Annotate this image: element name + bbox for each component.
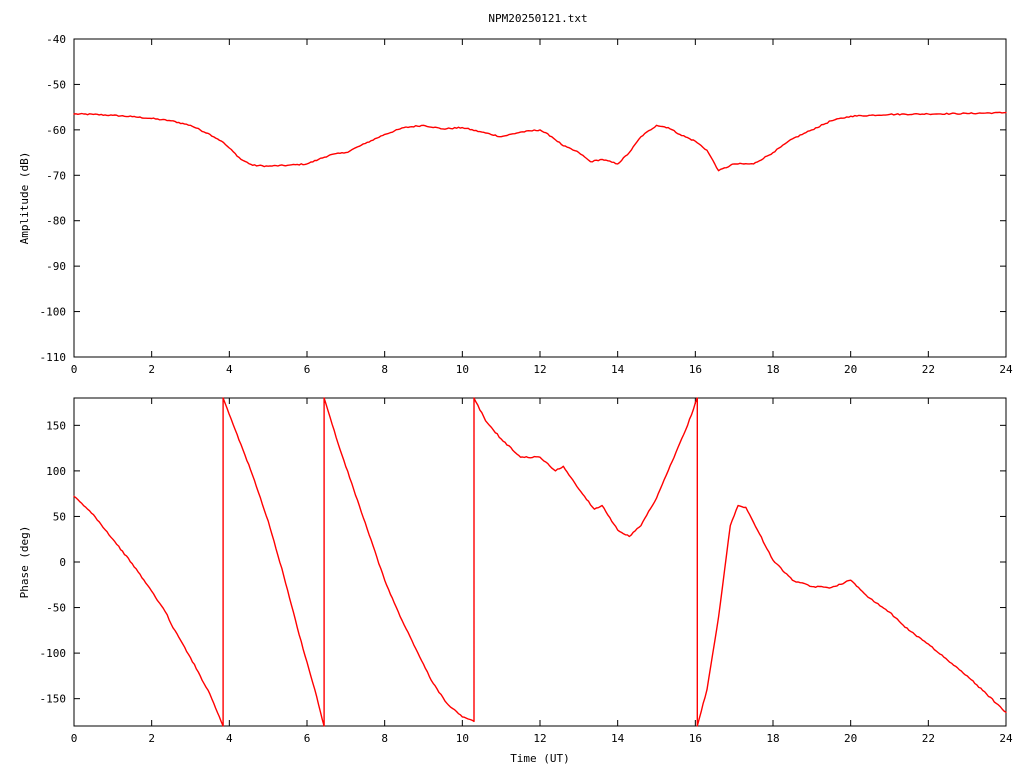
x-tick-label: 8 (381, 363, 388, 376)
y-tick-label: -150 (40, 693, 67, 706)
x-tick-label: 20 (844, 363, 857, 376)
series-line (73, 397, 1007, 727)
x-tick-label: 20 (844, 732, 857, 745)
y-tick-label: -100 (40, 306, 67, 319)
y-tick-label: 150 (46, 419, 66, 432)
x-tick-label: 18 (766, 732, 779, 745)
x-tick-label: 22 (922, 363, 935, 376)
x-tick-label: 14 (611, 732, 625, 745)
x-tick-label: 8 (381, 732, 388, 745)
x-tick-label: 4 (226, 363, 233, 376)
plot-panel-1: 0 2 4 6 8 10 12 14 16 18 20 22 24-110-100-90-80-70-6… (18, 33, 1013, 376)
x-tick-label: 6 (304, 363, 311, 376)
x-tick-label: 16 (689, 732, 702, 745)
x-tick-label: 14 (611, 363, 625, 376)
y-axis-label: Phase (deg) (18, 526, 31, 599)
y-tick-label: -60 (46, 124, 66, 137)
y-tick-label: -50 (46, 602, 66, 615)
x-tick-label: 4 (226, 732, 233, 745)
x-tick-label: 6 (304, 732, 311, 745)
x-tick-label: 10 (456, 363, 469, 376)
y-tick-label: -110 (40, 351, 67, 364)
y-tick-label: -80 (46, 215, 66, 228)
y-tick-label: -50 (46, 78, 66, 91)
y-tick-label: -100 (40, 647, 67, 660)
plot-panel-2: 0 2 4 6 8 10 12 14 16 18 20 22 24-150-100-5005010015… (18, 397, 1013, 765)
y-tick-label: -40 (46, 33, 66, 46)
x-tick-label: 24 (999, 363, 1013, 376)
x-tick-label: 12 (533, 732, 546, 745)
y-tick-label: -90 (46, 260, 66, 273)
x-tick-label: 22 (922, 732, 935, 745)
y-tick-label: 50 (53, 510, 66, 523)
chart-title: NPM20250121.txt (488, 12, 587, 25)
x-tick-label: 24 (999, 732, 1013, 745)
x-tick-label: 18 (766, 363, 779, 376)
x-tick-label: 0 (71, 732, 78, 745)
x-tick-label: 10 (456, 732, 469, 745)
y-axis-label: Amplitude (dB) (18, 152, 31, 245)
plot-frame (73, 397, 1007, 727)
y-tick-label: 0 (59, 556, 66, 569)
x-tick-label: 2 (148, 363, 155, 376)
y-tick-label: 100 (46, 465, 66, 478)
y-tick-label: -70 (46, 169, 66, 182)
x-tick-label: 0 (71, 363, 78, 376)
x-axis-label: Time (UT) (510, 752, 570, 765)
x-tick-label: 12 (533, 363, 546, 376)
plot-frame (73, 38, 1007, 358)
x-tick-label: 16 (689, 363, 702, 376)
x-tick-label: 2 (148, 732, 155, 745)
series-line (73, 111, 1007, 172)
